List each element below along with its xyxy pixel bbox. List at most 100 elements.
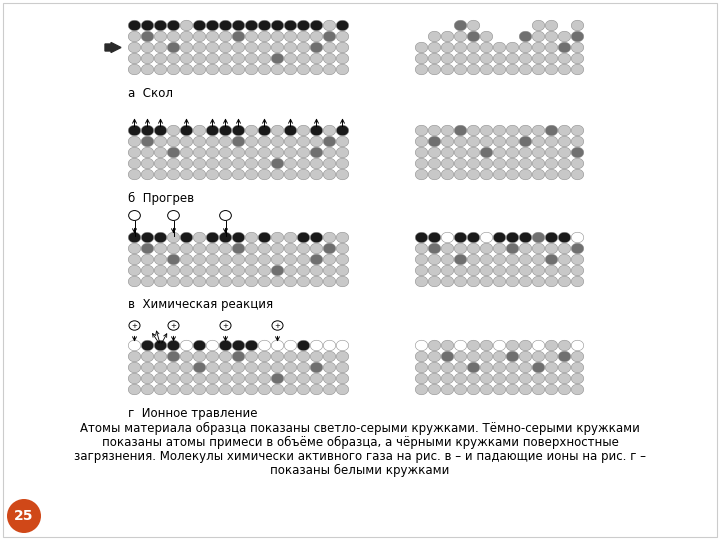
Ellipse shape	[271, 265, 284, 276]
Ellipse shape	[220, 20, 232, 31]
FancyArrow shape	[105, 43, 121, 52]
Ellipse shape	[271, 125, 284, 136]
Ellipse shape	[506, 64, 518, 75]
Ellipse shape	[441, 362, 454, 373]
Ellipse shape	[310, 42, 323, 53]
Ellipse shape	[233, 42, 245, 53]
Text: +: +	[274, 322, 280, 328]
Ellipse shape	[467, 351, 480, 362]
Ellipse shape	[206, 232, 219, 243]
Ellipse shape	[336, 31, 348, 42]
Ellipse shape	[415, 373, 428, 384]
Ellipse shape	[558, 362, 571, 373]
Ellipse shape	[519, 64, 532, 75]
Ellipse shape	[284, 42, 297, 53]
Ellipse shape	[220, 254, 232, 265]
Ellipse shape	[297, 42, 310, 53]
Ellipse shape	[167, 169, 180, 180]
Ellipse shape	[220, 373, 232, 384]
Ellipse shape	[193, 232, 206, 243]
Ellipse shape	[246, 158, 258, 168]
Ellipse shape	[141, 147, 154, 158]
Ellipse shape	[480, 42, 492, 53]
Ellipse shape	[220, 243, 232, 254]
Ellipse shape	[506, 276, 518, 287]
Ellipse shape	[180, 276, 193, 287]
Ellipse shape	[428, 42, 441, 53]
Ellipse shape	[415, 64, 428, 75]
Ellipse shape	[297, 53, 310, 64]
Ellipse shape	[180, 265, 193, 276]
Ellipse shape	[323, 136, 336, 147]
Ellipse shape	[323, 384, 336, 395]
Ellipse shape	[128, 125, 140, 136]
Ellipse shape	[310, 276, 323, 287]
Ellipse shape	[154, 147, 167, 158]
Ellipse shape	[206, 136, 219, 147]
Ellipse shape	[467, 169, 480, 180]
Ellipse shape	[180, 158, 193, 168]
Ellipse shape	[167, 125, 180, 136]
Ellipse shape	[454, 20, 467, 31]
Ellipse shape	[428, 340, 441, 351]
Ellipse shape	[441, 125, 454, 136]
Ellipse shape	[193, 384, 206, 395]
Ellipse shape	[180, 351, 193, 362]
Ellipse shape	[128, 147, 140, 158]
Ellipse shape	[206, 384, 219, 395]
Ellipse shape	[467, 42, 480, 53]
Ellipse shape	[545, 243, 558, 254]
Ellipse shape	[271, 42, 284, 53]
Ellipse shape	[519, 232, 532, 243]
Ellipse shape	[310, 20, 323, 31]
Ellipse shape	[258, 169, 271, 180]
Ellipse shape	[558, 169, 571, 180]
Ellipse shape	[441, 340, 454, 351]
Ellipse shape	[571, 136, 584, 147]
Ellipse shape	[154, 169, 167, 180]
Ellipse shape	[180, 169, 193, 180]
Ellipse shape	[532, 232, 545, 243]
Ellipse shape	[271, 53, 284, 64]
Ellipse shape	[220, 64, 232, 75]
Ellipse shape	[519, 254, 532, 265]
Ellipse shape	[336, 158, 348, 168]
Ellipse shape	[284, 243, 297, 254]
Ellipse shape	[532, 169, 545, 180]
Ellipse shape	[271, 373, 284, 384]
Text: +: +	[222, 322, 228, 328]
Ellipse shape	[323, 64, 336, 75]
Ellipse shape	[310, 265, 323, 276]
Ellipse shape	[323, 265, 336, 276]
Ellipse shape	[180, 243, 193, 254]
Ellipse shape	[558, 136, 571, 147]
Ellipse shape	[428, 384, 441, 395]
Ellipse shape	[571, 384, 584, 395]
Ellipse shape	[271, 136, 284, 147]
Ellipse shape	[480, 254, 492, 265]
Ellipse shape	[180, 31, 193, 42]
Ellipse shape	[310, 340, 323, 351]
Ellipse shape	[454, 42, 467, 53]
Ellipse shape	[154, 373, 167, 384]
Ellipse shape	[233, 265, 245, 276]
Ellipse shape	[180, 53, 193, 64]
Ellipse shape	[141, 265, 154, 276]
Ellipse shape	[128, 53, 140, 64]
Ellipse shape	[415, 243, 428, 254]
Ellipse shape	[441, 243, 454, 254]
Ellipse shape	[284, 31, 297, 42]
Ellipse shape	[167, 340, 180, 351]
Ellipse shape	[571, 158, 584, 168]
Ellipse shape	[336, 147, 348, 158]
Ellipse shape	[271, 169, 284, 180]
Ellipse shape	[258, 136, 271, 147]
Ellipse shape	[193, 20, 206, 31]
Ellipse shape	[558, 232, 571, 243]
Ellipse shape	[129, 211, 140, 220]
Ellipse shape	[519, 125, 532, 136]
Ellipse shape	[284, 125, 297, 136]
Ellipse shape	[467, 158, 480, 168]
Ellipse shape	[480, 243, 492, 254]
Ellipse shape	[167, 31, 180, 42]
